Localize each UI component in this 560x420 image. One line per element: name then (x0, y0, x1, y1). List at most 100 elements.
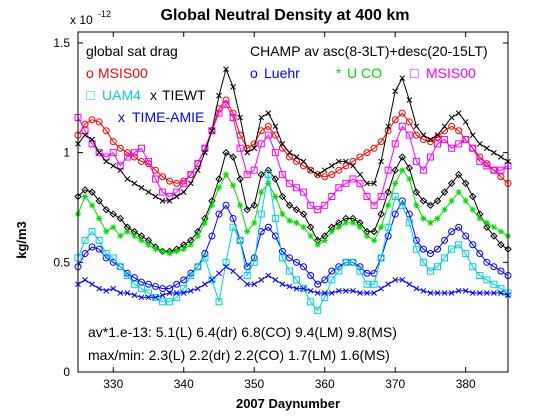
data-point (483, 276, 491, 284)
data-point (476, 215, 483, 222)
data-point (462, 250, 470, 258)
data-point (279, 281, 286, 288)
data-point (300, 188, 308, 196)
data-point (215, 298, 223, 306)
data-point (413, 123, 420, 130)
data-point (278, 171, 286, 179)
data-point (216, 270, 222, 277)
data-point (236, 144, 244, 152)
data-point (109, 149, 117, 157)
data-point (96, 285, 103, 292)
data-point (173, 280, 181, 288)
data-point (412, 188, 421, 196)
series-line-global-sat-drag (77, 151, 509, 252)
data-point (405, 164, 414, 172)
data-point (328, 162, 335, 169)
data-point (476, 271, 484, 279)
data-point (159, 248, 166, 255)
data-point (173, 179, 181, 187)
data-point (292, 205, 301, 214)
data-point (307, 287, 314, 294)
y-exponent-power: -12 (98, 9, 111, 19)
data-point (426, 267, 434, 275)
data-point (278, 192, 287, 201)
stats-line-maxmin: max/min: 2.3(L) 2.2(dr) 2.2(CO) 1.7(LM) … (88, 347, 390, 363)
x-tick-label: 380 (456, 377, 476, 391)
data-point (117, 233, 124, 239)
data-point (441, 123, 448, 130)
data-point (201, 254, 209, 262)
data-point (180, 276, 188, 284)
data-point (455, 127, 463, 135)
data-point (258, 277, 265, 283)
data-point (441, 236, 449, 244)
data-point (144, 280, 152, 288)
data-point (109, 210, 117, 218)
data-point (187, 241, 194, 248)
data-point (124, 228, 131, 235)
y-exponent-base: x 10 (70, 13, 93, 27)
data-point (335, 184, 343, 192)
data-point (237, 114, 243, 121)
series-4 (74, 100, 512, 214)
data-point (272, 193, 279, 200)
data-point (244, 149, 251, 156)
data-point (378, 158, 384, 165)
data-point (335, 158, 342, 165)
data-point (286, 149, 293, 156)
data-point (116, 162, 124, 170)
data-point (476, 157, 484, 165)
data-point (187, 180, 194, 187)
data-point (159, 285, 167, 293)
data-point (405, 131, 413, 139)
data-point (391, 116, 399, 124)
data-point (441, 254, 449, 262)
data-point (159, 188, 167, 196)
x-tick-label: 370 (385, 377, 405, 391)
data-point (250, 201, 258, 209)
data-point (152, 166, 160, 174)
data-point (306, 223, 315, 231)
data-point (419, 135, 427, 143)
data-point (441, 290, 448, 296)
data-point (342, 179, 350, 187)
data-point (427, 136, 434, 143)
data-point (357, 290, 363, 296)
data-point (384, 232, 392, 240)
data-point (131, 292, 138, 299)
data-point (469, 132, 476, 138)
data-point (398, 153, 406, 161)
data-point (321, 167, 328, 174)
data-point (434, 263, 442, 271)
data-point (81, 186, 89, 194)
data-point (293, 184, 301, 192)
data-point (356, 224, 363, 231)
data-point (483, 258, 491, 266)
data-point (498, 154, 504, 160)
data-point (243, 205, 251, 214)
data-point (419, 258, 427, 266)
data-point (116, 263, 124, 271)
data-point (413, 202, 420, 209)
data-point (483, 290, 490, 296)
legend-marker-uco: * (336, 65, 342, 81)
data-point (328, 290, 335, 296)
data-point (483, 223, 491, 231)
y-tick-label: 0.5 (53, 255, 70, 269)
data-point (96, 149, 103, 156)
data-point (81, 250, 89, 258)
data-point (216, 92, 222, 99)
data-point (490, 232, 498, 240)
data-point (95, 245, 103, 253)
data-point (229, 223, 237, 231)
data-point (419, 197, 428, 205)
data-point (173, 248, 180, 255)
data-point (483, 162, 491, 170)
data-point (152, 282, 160, 290)
data-point (441, 135, 449, 143)
data-point (137, 157, 145, 165)
data-point (349, 219, 356, 226)
data-point (208, 202, 215, 209)
data-point (130, 149, 138, 157)
data-point (335, 287, 342, 294)
